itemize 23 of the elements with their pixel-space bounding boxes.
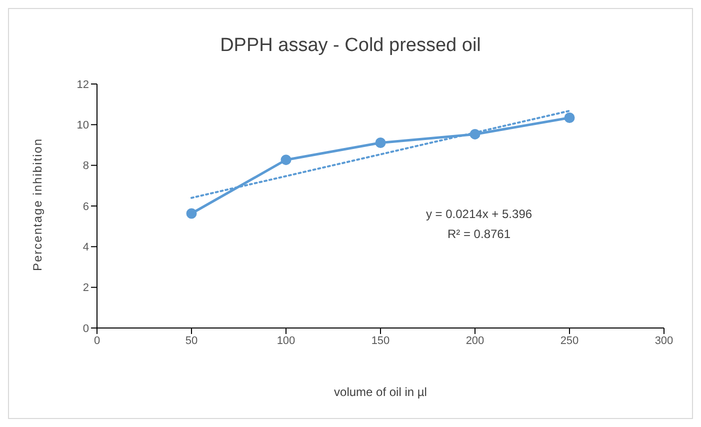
y-tick-label: 8 [82,160,89,172]
point [564,112,575,124]
x-tick-label: 100 [276,334,296,347]
y-tick-label: 12 [76,78,89,91]
y-tick-label: 6 [82,200,89,213]
y-tick-label: 10 [76,120,89,132]
x-tick-label: 150 [371,334,390,347]
point [470,128,480,140]
x-tick-label: 300 [654,334,674,347]
x-axis-title: volume of oil in µl [334,385,427,399]
equation-note: y = 0.0214x + 5.396 R² = 0.8761 [424,206,534,243]
point [280,154,292,166]
x-tick-label: 250 [560,334,579,347]
y-tick-label: 0 [82,322,89,335]
chart-title: DPPH assay - Cold pressed oil [219,35,482,57]
y-tick-label: 4 [82,242,89,254]
y-axis-title: Percentage inhibition [30,138,44,271]
x-tick-label: 50 [185,334,198,347]
point [375,138,386,148]
y-tick-label: 2 [82,282,89,294]
x-tick-label: 200 [466,334,484,347]
point [186,208,197,219]
x-tick-label: 0 [94,334,100,347]
